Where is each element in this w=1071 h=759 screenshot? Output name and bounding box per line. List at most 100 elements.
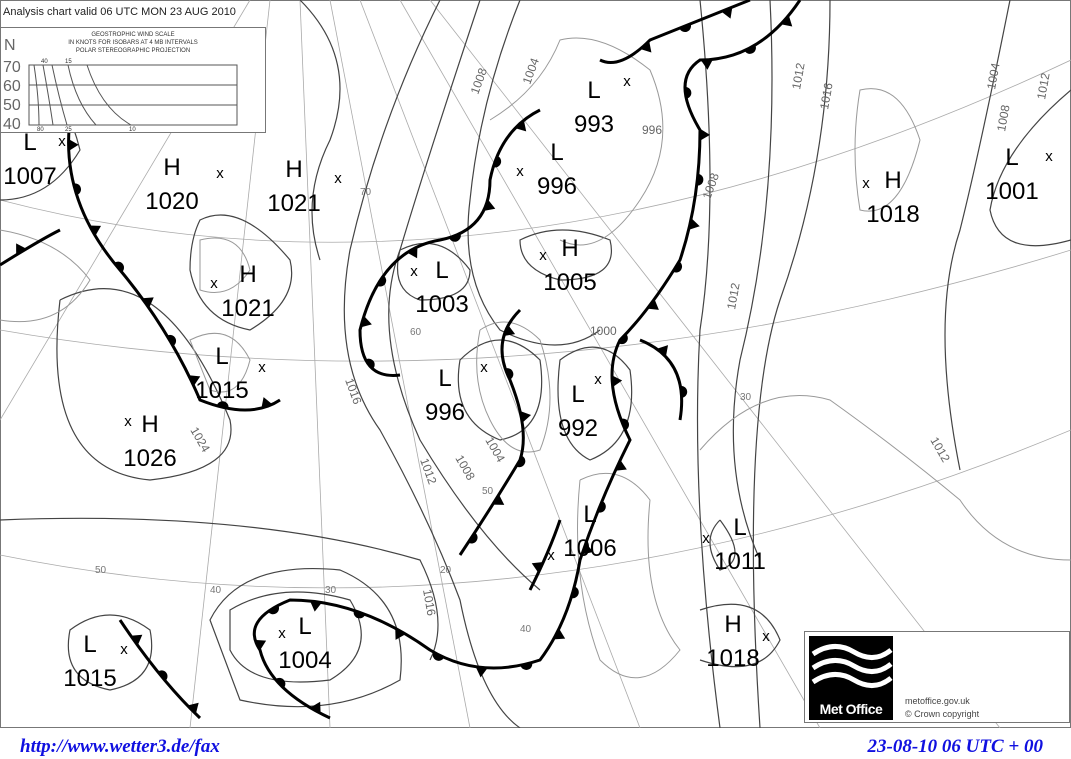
isobar-label: 1008 [994, 103, 1012, 132]
center-pressure: 1007 [3, 163, 56, 190]
grid-label: 30 [325, 585, 337, 596]
center-type: L [550, 139, 563, 166]
cold-front-triangle [503, 324, 516, 336]
cold-front-triangle [520, 410, 532, 423]
center-type: H [141, 411, 158, 438]
center-type: H [285, 156, 302, 183]
cold-front-triangle [780, 15, 793, 27]
cold-front-triangle [515, 119, 527, 132]
grid-label: 60 [410, 327, 422, 338]
copyright: © Crown copyright [905, 709, 980, 719]
grid-label: 50 [95, 565, 107, 576]
center-type: L [83, 631, 96, 658]
center-pressure: 1026 [123, 445, 176, 472]
front-symbols [16, 7, 793, 715]
cold-front-triangle [261, 397, 273, 409]
center-marker-x: x [862, 175, 870, 192]
lat-40: 40 [3, 116, 21, 132]
center-pressure: 1020 [145, 188, 198, 215]
pressure-center-low: L 1001 x [985, 144, 1053, 205]
warm-front-semicircle [114, 261, 124, 273]
center-type: L [587, 77, 600, 104]
center-type: L [435, 257, 448, 284]
center-marker-x: x [58, 133, 66, 150]
center-marker-x: x [702, 530, 710, 547]
center-pressure: 996 [425, 399, 465, 426]
warm-front-semicircle [353, 610, 366, 619]
cold-front-triangle [130, 634, 143, 646]
warm-front-semicircle [376, 275, 387, 287]
cold-front-triangle [406, 246, 418, 259]
grid-labels: 70 60 50 40 30 20 50 40 30 [95, 187, 752, 635]
pressure-center-high: H 1021 x [267, 156, 342, 217]
warm-front-semicircle [216, 401, 229, 409]
pressure-center-low: L 1003 x [410, 257, 468, 318]
center-marker-x: x [547, 547, 555, 564]
center-type: L [215, 343, 228, 370]
center-type: H [561, 235, 578, 262]
center-marker-x: x [216, 165, 224, 182]
met-office-logo: Met Office [809, 636, 893, 720]
cold-front-triangle [553, 628, 566, 640]
center-pressure: 1015 [195, 377, 248, 404]
center-pressure: 993 [574, 111, 614, 138]
center-pressure: 1021 [221, 295, 274, 322]
center-pressure: 1005 [543, 269, 596, 296]
warm-front-semicircle [617, 333, 628, 345]
warm-front-semicircle [571, 586, 579, 599]
warm-front-semicircle [364, 358, 375, 370]
lat-70: 70 [3, 59, 21, 76]
cold-front-triangle [187, 702, 199, 715]
cold-front-triangle [611, 375, 623, 388]
center-marker-x: x [210, 275, 218, 292]
grid-label: 30 [740, 392, 752, 403]
cold-front-triangle [581, 543, 594, 555]
pressure-center-high: H 1020 x [145, 154, 224, 215]
center-pressure: 1001 [985, 178, 1038, 205]
cold-front-triangle [721, 7, 733, 19]
pressure-center-low: L 996 x [425, 359, 488, 426]
center-marker-x: x [1045, 148, 1053, 165]
north-label: N [4, 37, 16, 54]
center-type: H [724, 611, 741, 638]
warm-front-semicircle [679, 23, 691, 32]
cold-front-triangle [310, 701, 321, 714]
pressure-center-low: L 992 x [558, 371, 602, 442]
speed-10: 10 [129, 127, 136, 132]
center-marker-x: x [516, 163, 524, 180]
center-type: L [298, 613, 311, 640]
center-type: L [438, 365, 451, 392]
coastlines [0, 37, 1071, 679]
center-pressure: 1004 [278, 647, 331, 674]
lat-60: 60 [3, 78, 21, 95]
isobar-label: 1012 [1034, 71, 1052, 100]
cold-front-triangle [483, 199, 496, 211]
center-marker-x: x [539, 247, 547, 264]
warm-front-semicircle [696, 173, 704, 186]
cold-front-triangle [492, 494, 505, 505]
source-link[interactable]: http://www.wetter3.de/fax [20, 736, 220, 757]
warm-front-semicircle [73, 183, 81, 196]
isobar-label: 1000 [590, 324, 617, 338]
center-pressure: 1006 [563, 535, 616, 562]
cold-front-triangle [656, 345, 669, 357]
center-type: L [571, 381, 584, 408]
pressure-center-low: L 993 x [574, 73, 631, 138]
center-pressure: 1021 [267, 190, 320, 217]
logo-url[interactable]: metoffice.gov.uk [905, 696, 970, 706]
center-pressure: 1011 [714, 548, 766, 575]
center-marker-x: x [334, 170, 342, 187]
wind-scale-subtitle: IN KNOTS FOR ISOBARS AT 4 MB INTERVALS [68, 40, 198, 46]
isobar-label: 1016 [420, 588, 438, 617]
cold-front-triangle [310, 600, 322, 612]
pressure-center-low: L 1006 x [547, 501, 616, 564]
pressure-center-high: H 1026 x [123, 411, 176, 472]
cold-front-triangle [475, 666, 488, 678]
cold-front-triangle [615, 459, 627, 471]
pressure-center-high: H 1005 x [539, 235, 596, 296]
